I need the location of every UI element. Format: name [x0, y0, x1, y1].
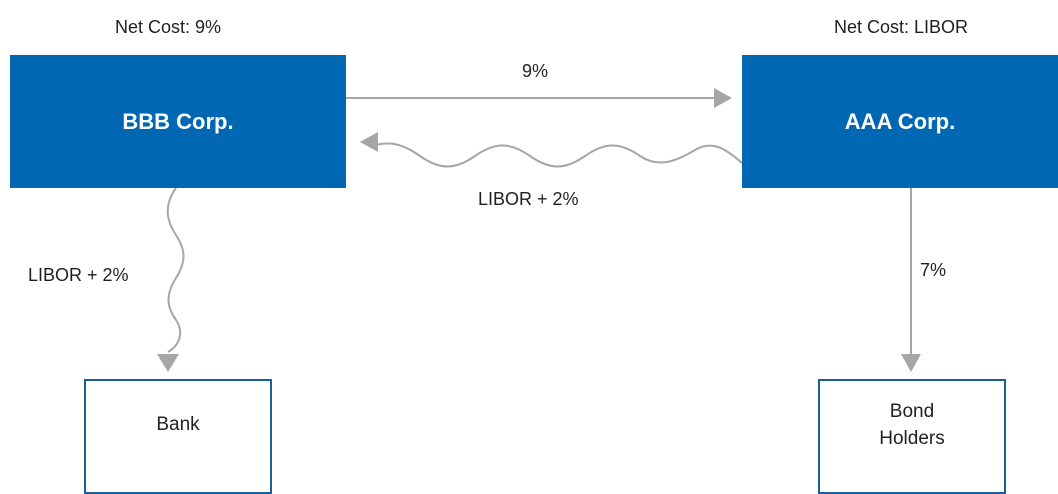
flow-label-bbb-to-aaa: 9% — [522, 61, 549, 81]
aaa-corp-name: AAA Corp. — [844, 108, 956, 134]
aaa-corp-box: AAA Corp. — [742, 55, 1058, 188]
flow-label-bbb-to-bank: LIBOR + 2% — [28, 265, 129, 285]
bank-box: Bank — [84, 379, 272, 494]
flow-connectors — [157, 88, 921, 372]
arrowhead-bbb-to-bank — [157, 354, 179, 372]
bondholders-name-line2: Holders — [879, 427, 945, 449]
bank-name: Bank — [156, 414, 200, 436]
bbb-corp-box: BBB Corp. — [10, 55, 346, 188]
bondholders-name: Bond Holders — [879, 399, 944, 452]
aaa-net-cost-label: Net Cost: LIBOR — [834, 17, 969, 37]
flow-label-aaa-to-bbb: LIBOR + 2% — [478, 189, 579, 209]
arrowhead-aaa-to-bbb — [360, 132, 378, 152]
bondholders-box: Bond Holders — [818, 379, 1006, 494]
arrowhead-aaa-to-bondholders — [901, 354, 921, 372]
bondholders-name-line1: Bond — [889, 400, 935, 422]
flow-label-aaa-to-bondholders: 7% — [920, 260, 947, 280]
bbb-corp-name: BBB Corp. — [122, 108, 234, 134]
wavy-arrow-aaa-to-bbb — [375, 142, 743, 168]
arrowhead-bbb-to-aaa — [714, 88, 732, 108]
bbb-net-cost-label: Net Cost: 9% — [115, 17, 222, 37]
wavy-arrow-bbb-to-bank — [166, 187, 185, 353]
